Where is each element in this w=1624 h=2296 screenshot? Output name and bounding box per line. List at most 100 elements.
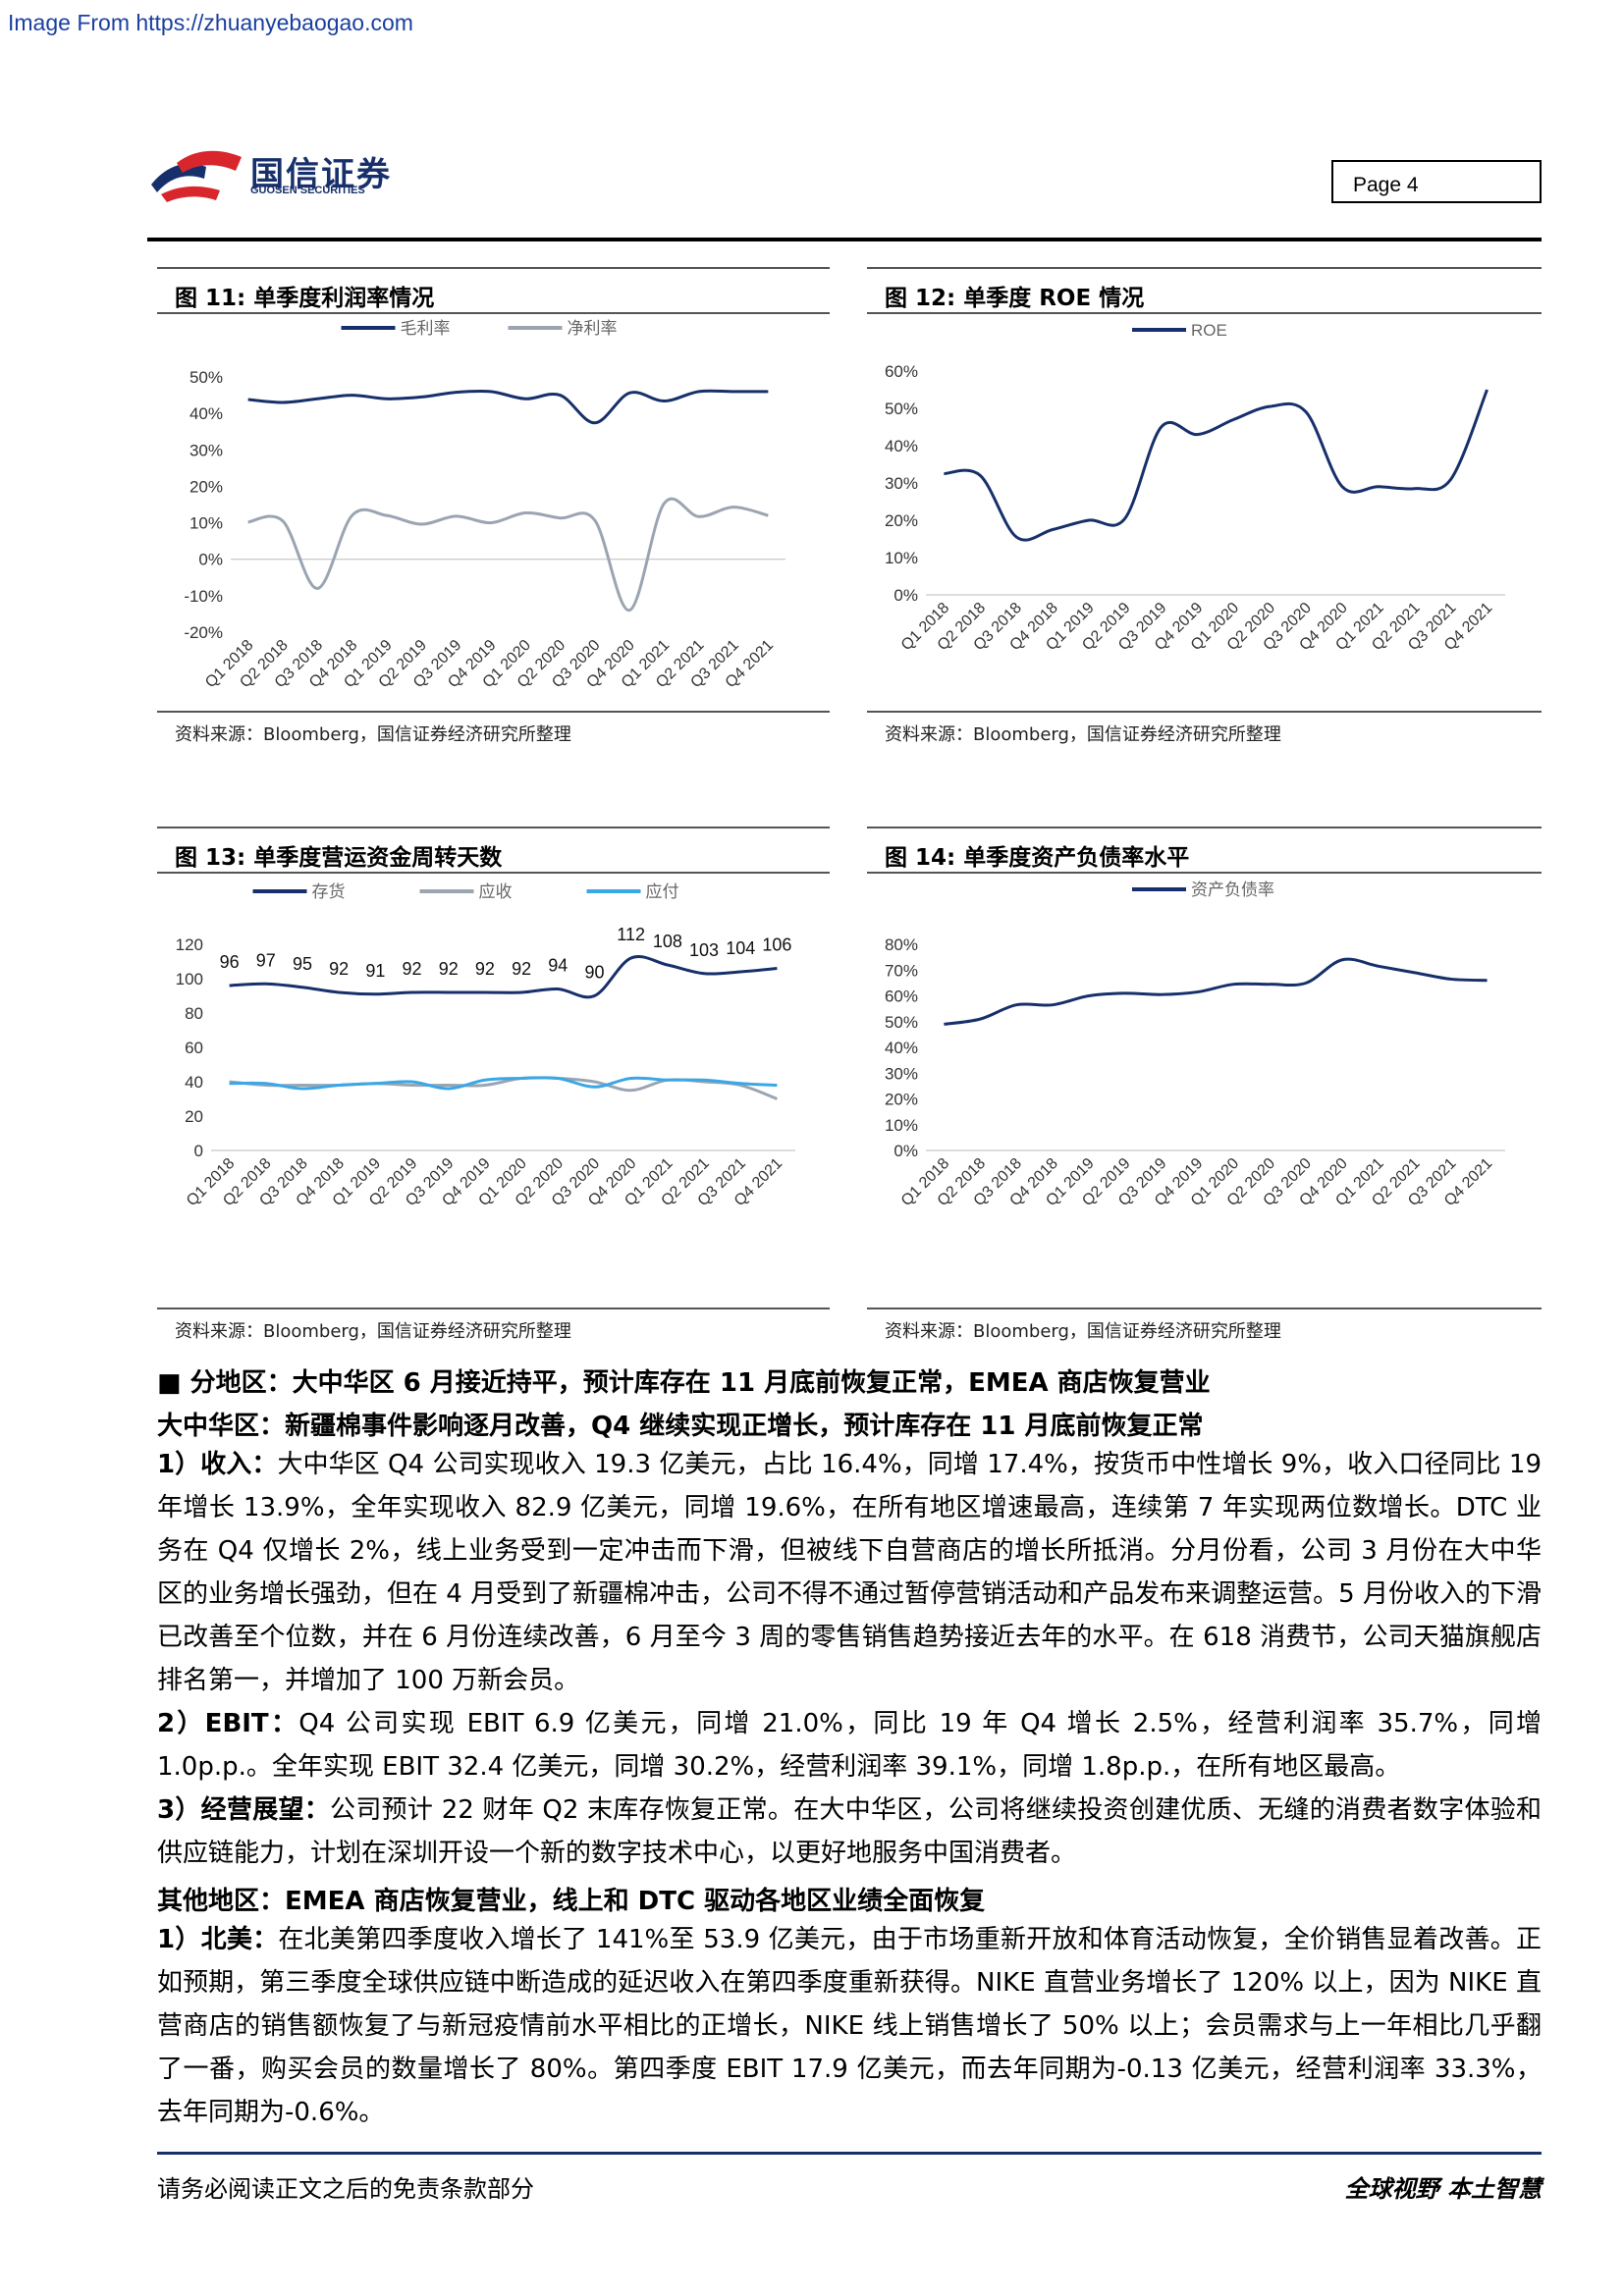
section-heading: ■ 分地区：大中华区 6 月接近持平，预计库存在 11 月底前恢复正常，EMEA… <box>157 1368 1211 1398</box>
data-label: 91 <box>365 961 385 981</box>
y-tick-label: 80% <box>885 935 918 954</box>
y-tick-label: 30% <box>885 474 918 493</box>
y-tick-label: 40% <box>189 404 223 423</box>
y-tick-label: 0% <box>893 586 918 605</box>
legend-label: 净利率 <box>568 319 618 338</box>
page-number: Page 4 <box>1331 160 1542 203</box>
data-label: 92 <box>329 959 349 979</box>
y-tick-label: 120 <box>176 935 203 954</box>
y-tick-label: 10% <box>885 1116 918 1135</box>
y-tick-label: 70% <box>885 961 918 980</box>
y-tick-label: 0 <box>194 1142 203 1160</box>
data-label: 92 <box>475 959 495 979</box>
data-label: 106 <box>762 935 791 955</box>
figure-14-title: 图 14: 单季度资产负债率水平 <box>867 827 1542 874</box>
y-tick-label: 30% <box>189 441 223 459</box>
legend-label: ROE <box>1191 321 1227 340</box>
data-label: 103 <box>689 940 719 960</box>
paragraph-north-america: 1）北美：在北美第四季度收入增长了 141%至 53.9 亿美元，由于市场重新开… <box>157 1918 1542 2134</box>
y-tick-label: 100 <box>176 970 203 988</box>
data-label: 94 <box>548 956 568 976</box>
data-label: 90 <box>584 963 604 983</box>
series-line-存货 <box>229 955 778 999</box>
brand-name-en: GUOSEN SECURITIES <box>250 185 365 196</box>
figure-12: 图 12: 单季度 ROE 情况 60% 50% 40% 30% 20% 10% 0% Q1 … <box>867 267 1542 748</box>
legend-label: 存货 <box>312 882 346 901</box>
y-tick-label: 60 <box>185 1039 203 1057</box>
paragraph-revenue: 1）收入：大中华区 Q4 公司实现收入 19.3 亿美元，占比 16.4%，同增… <box>157 1443 1542 1702</box>
y-tick-label: -20% <box>184 623 223 642</box>
y-tick-label: 10% <box>189 514 223 533</box>
footer-rule <box>157 2152 1542 2155</box>
paragraph-outlook-label: 3）经营展望： <box>157 1795 331 1825</box>
legend-label: 毛利率 <box>401 319 451 338</box>
series-line-资产负债率 <box>944 957 1488 1026</box>
y-tick-label: 40% <box>885 437 918 455</box>
y-tick-label: 40 <box>185 1073 203 1092</box>
figure-11-title: 图 11: 单季度利润率情况 <box>157 267 830 314</box>
y-tick-label: 50% <box>189 368 223 387</box>
y-tick-label: 0% <box>198 551 223 569</box>
y-tick-label: 10% <box>885 549 918 567</box>
series-line-净利率 <box>247 497 769 613</box>
series-line-毛利率 <box>247 389 769 425</box>
source-url[interactable]: Image From https://zhuanyebaogao.com <box>8 10 413 35</box>
data-label: 92 <box>403 959 422 979</box>
figure-12-source: 资料来源：Bloomberg，国信证券经济研究所整理 <box>867 711 1542 746</box>
paragraph-revenue-text: 大中华区 Q4 公司实现收入 19.3 亿美元，占比 16.4%，同增 17.4… <box>157 1450 1542 1695</box>
paragraph-revenue-label: 1）收入： <box>157 1450 278 1479</box>
figure-13-title: 图 13: 单季度营运资金周转天数 <box>157 827 830 874</box>
figure-13-source: 资料来源：Bloomberg，国信证券经济研究所整理 <box>157 1308 830 1343</box>
paragraph-north-america-label: 1）北美： <box>157 1925 279 1954</box>
data-label: 92 <box>439 959 459 979</box>
y-tick-label: 60% <box>885 988 918 1006</box>
greater-china-heading: 大中华区：新疆棉事件影响逐月改善，Q4 继续实现正增长，预计库存在 11 月底前… <box>157 1412 1204 1441</box>
data-label: 112 <box>617 925 645 944</box>
data-label: 95 <box>293 954 312 974</box>
figure-14-source: 资料来源：Bloomberg，国信证券经济研究所整理 <box>867 1308 1542 1343</box>
data-label: 108 <box>653 932 682 951</box>
paragraph-outlook: 3）经营展望：公司预计 22 财年 Q2 末库存恢复正常。在大中华区，公司将继续… <box>157 1789 1542 1875</box>
brand-name-cn: 国信证券 <box>250 155 392 194</box>
figure-12-title: 图 12: 单季度 ROE 情况 <box>867 267 1542 314</box>
other-regions-heading: 其他地区：EMEA 商店恢复营业，线上和 DTC 驱动各地区业绩全面恢复 <box>157 1887 986 1916</box>
data-label: 104 <box>726 938 755 958</box>
figure-14: 图 14: 单季度资产负债率水平 80% 70% 60% 50% 40% 30% 20% 10… <box>867 827 1542 1347</box>
y-tick-label: 20% <box>885 511 918 530</box>
figure-11: 图 11: 单季度利润率情况 50% 40% 30% 20% 10% 0% -10% -20%… <box>157 267 830 748</box>
paragraph-ebit: 2）EBIT：Q4 公司实现 EBIT 6.9 亿美元，同增 21.0%，同比 … <box>157 1702 1542 1789</box>
paragraph-ebit-text: Q4 公司实现 EBIT 6.9 亿美元，同增 21.0%，同比 19 年 Q4… <box>157 1709 1542 1782</box>
y-tick-label: -10% <box>184 587 223 606</box>
paragraph-north-america-text: 在北美第四季度收入增长了 141%至 53.9 亿美元，由于市场重新开放和体育活… <box>157 1925 1542 2127</box>
legend-label: 资产负债率 <box>1191 881 1274 899</box>
y-tick-label: 0% <box>893 1142 918 1160</box>
data-label: 92 <box>512 959 531 979</box>
legend-label: 应收 <box>479 882 513 901</box>
y-tick-label: 20% <box>885 1091 918 1109</box>
data-label: 96 <box>220 952 240 972</box>
y-tick-label: 30% <box>885 1064 918 1083</box>
guosen-logo-icon <box>151 150 242 202</box>
paragraph-ebit-label: 2）EBIT： <box>157 1709 299 1738</box>
paragraph-outlook-text: 公司预计 22 财年 Q2 末库存恢复正常。在大中华区，公司将继续投资创建优质、… <box>157 1795 1542 1868</box>
y-tick-label: 50% <box>885 1013 918 1032</box>
series-line-ROE <box>944 389 1489 542</box>
y-tick-label: 60% <box>885 362 918 381</box>
figure-11-source: 资料来源：Bloomberg，国信证券经济研究所整理 <box>157 711 830 746</box>
y-tick-label: 20% <box>189 477 223 496</box>
y-tick-label: 80 <box>185 1004 203 1023</box>
header-rule <box>147 238 1542 241</box>
legend-label: 应付 <box>646 882 679 901</box>
figure-13: 图 13: 单季度营运资金周转天数 120 100 80 60 40 20 0 Q1 2018… <box>157 827 830 1347</box>
y-tick-label: 40% <box>885 1039 918 1057</box>
disclaimer-note: 请务必阅读正文之后的免责条款部分 <box>157 2175 534 2203</box>
y-tick-label: 20 <box>185 1107 203 1126</box>
series-line-应付 <box>229 1076 778 1091</box>
data-label: 97 <box>256 950 276 970</box>
y-tick-label: 50% <box>885 400 918 418</box>
slogan: 全球视野 本土智慧 <box>1344 2175 1542 2203</box>
